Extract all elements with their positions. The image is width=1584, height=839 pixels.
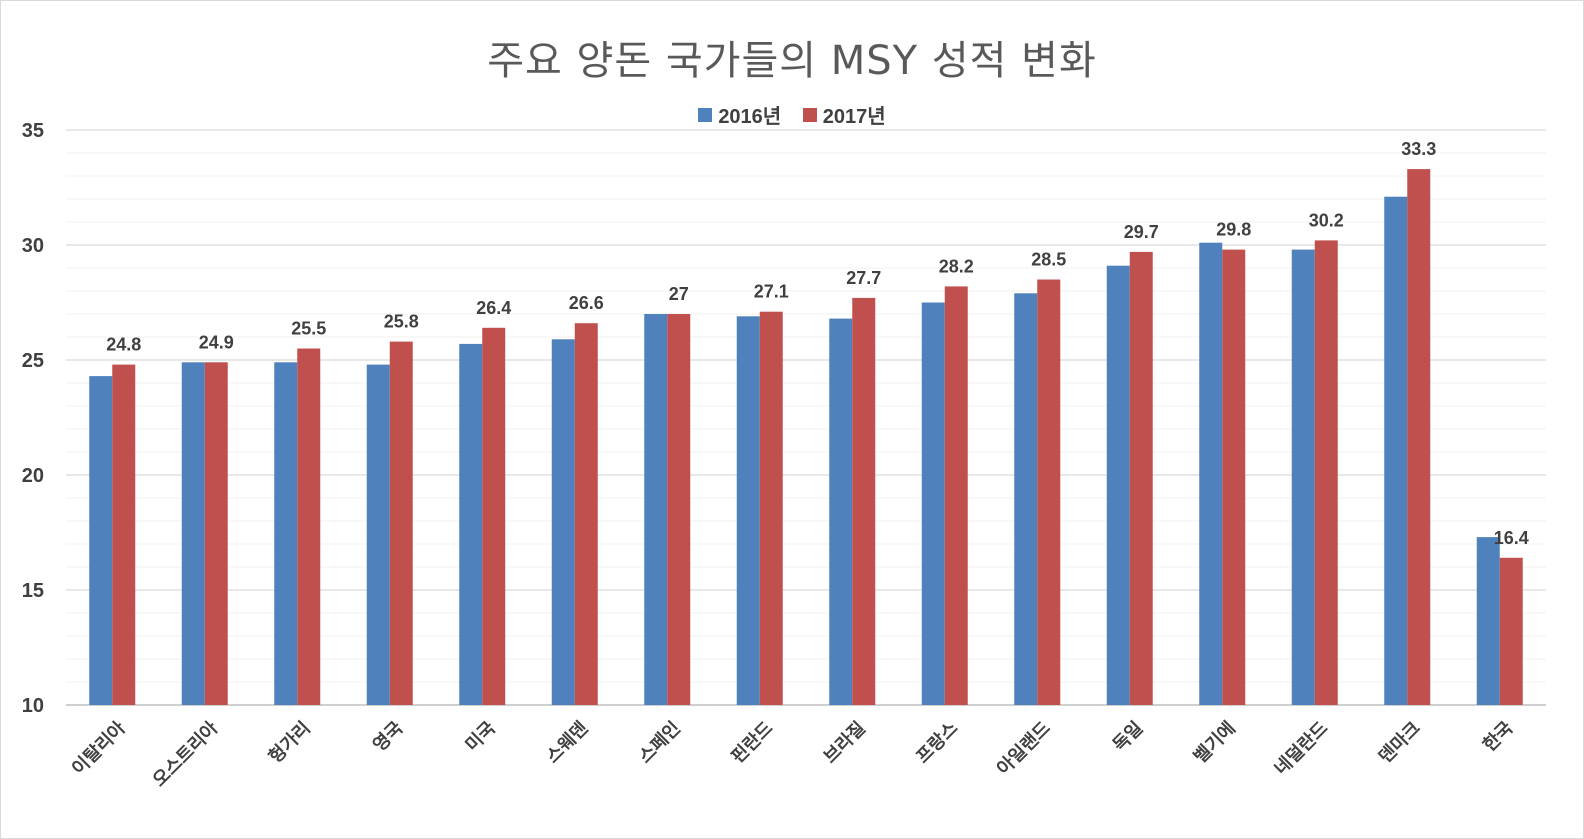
bar-2016 <box>181 362 205 705</box>
bar-2016 <box>1476 537 1500 705</box>
data-label-2017: 29.8 <box>1216 220 1251 240</box>
bar-2016 <box>736 316 760 705</box>
bar-2017 <box>944 286 968 705</box>
y-tick-label: 10 <box>22 695 44 717</box>
data-label-2017: 33.3 <box>1401 139 1436 159</box>
x-category-label: 스웨덴 <box>542 718 592 768</box>
bar-2016 <box>1014 293 1038 705</box>
data-label-2017: 28.5 <box>1031 250 1066 270</box>
data-label-2017: 29.7 <box>1124 222 1159 242</box>
y-tick-label: 20 <box>22 465 44 487</box>
data-label-2017: 28.2 <box>939 256 974 276</box>
bar-2017 <box>204 362 228 705</box>
bar-2017 <box>1222 249 1246 705</box>
x-category-label: 벨기에 <box>1190 718 1240 768</box>
bar-2016 <box>366 364 390 705</box>
data-label-2017: 24.9 <box>199 332 234 352</box>
legend-item-2017: 2017년 <box>802 100 886 129</box>
x-category-label: 네덜란드 <box>1271 718 1333 780</box>
bar-2016 <box>921 302 945 705</box>
legend: 2016년 2017년 <box>0 100 1584 129</box>
bar-2017 <box>1037 279 1061 705</box>
bar-2017 <box>297 348 321 705</box>
x-category-label: 영국 <box>369 718 407 756</box>
x-category-label: 한국 <box>1479 718 1517 756</box>
legend-label-2016: 2016년 <box>718 106 782 128</box>
bar-2017 <box>112 364 136 705</box>
bar-2017 <box>852 297 876 705</box>
bar-2016 <box>644 314 668 705</box>
data-label-2017: 27.7 <box>846 268 881 288</box>
bar-2016 <box>1106 265 1130 705</box>
bar-2016 <box>459 343 483 705</box>
legend-swatch-2017 <box>802 107 817 122</box>
data-label-2017: 26.6 <box>569 293 604 313</box>
bar-2017 <box>1129 251 1153 705</box>
y-tick-label: 30 <box>22 235 44 257</box>
data-label-2017: 27 <box>669 284 689 304</box>
bar-2016 <box>1199 242 1223 705</box>
data-label-2017: 30.2 <box>1309 210 1344 230</box>
x-category-label: 헝가리 <box>265 718 315 768</box>
x-category-label: 스페인 <box>635 718 685 768</box>
bar-2017 <box>574 323 598 705</box>
bar-2017 <box>1314 240 1338 705</box>
y-tick-label: 15 <box>22 580 44 602</box>
legend-label-2017: 2017년 <box>822 106 886 128</box>
bar-2016 <box>551 339 575 705</box>
bar-2016 <box>89 376 113 705</box>
data-label-2017: 26.4 <box>476 298 511 318</box>
bar-2017 <box>389 341 413 705</box>
bar-2016 <box>1291 249 1315 705</box>
x-category-label: 미국 <box>462 718 500 756</box>
bar-2017 <box>1499 557 1523 705</box>
bar-2017 <box>759 311 783 705</box>
data-label-2017: 27.1 <box>754 282 789 302</box>
x-category-label: 브라질 <box>820 718 870 768</box>
x-category-label: 아일랜드 <box>993 718 1055 780</box>
bar-2016 <box>829 318 853 705</box>
bar-2017 <box>482 327 506 705</box>
y-tick-label: 35 <box>22 120 44 142</box>
x-category-label: 덴마크 <box>1375 718 1425 768</box>
bar-2016 <box>274 362 298 705</box>
y-tick-label: 25 <box>22 350 44 372</box>
x-category-label: 핀란드 <box>727 718 777 768</box>
data-label-2017: 16.4 <box>1494 528 1529 548</box>
bar-2016 <box>1384 196 1408 705</box>
x-category-label: 독일 <box>1109 718 1147 756</box>
data-label-2017: 25.8 <box>384 312 419 332</box>
data-label-2017: 25.5 <box>291 319 326 339</box>
legend-item-2016: 2016년 <box>698 100 781 129</box>
bar-2017 <box>667 314 691 705</box>
data-label-2017: 24.8 <box>106 335 141 355</box>
bar-2017 <box>1407 169 1431 706</box>
chart-title: 주요 양돈 국가들의 MSY 성적 변화 <box>487 38 1097 84</box>
x-category-label: 이탈리아 <box>68 717 130 779</box>
legend-swatch-2016 <box>698 107 713 122</box>
x-category-label: 프랑스 <box>912 718 962 768</box>
x-category-label: 오스트리아 <box>149 717 223 791</box>
